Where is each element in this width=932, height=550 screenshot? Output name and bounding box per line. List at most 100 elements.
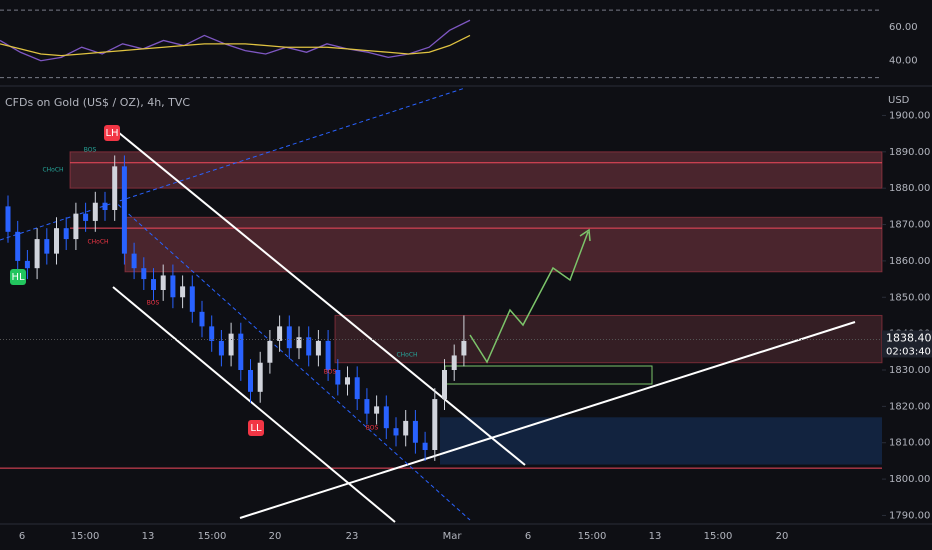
candle-body — [189, 286, 195, 312]
candle-body — [315, 340, 321, 356]
candle-body — [393, 428, 399, 436]
candle-body — [170, 275, 176, 298]
candle-body — [5, 206, 11, 232]
annotation: CHoCH — [396, 352, 417, 359]
candle-body — [15, 231, 21, 261]
x-tick-label: 15:00 — [704, 531, 733, 542]
candle-body — [335, 370, 341, 385]
candle-body — [141, 268, 147, 280]
x-tick-label: 20 — [776, 531, 789, 542]
zone — [69, 151, 883, 189]
candle-body — [306, 337, 312, 356]
candle-body — [151, 279, 156, 290]
x-tick-label: 6 — [19, 531, 25, 542]
candle-body — [325, 340, 331, 370]
candle-body — [73, 213, 79, 240]
candle-body — [83, 213, 89, 221]
trend-line — [112, 127, 526, 466]
annotation-badge — [10, 269, 26, 285]
arrow-head — [579, 228, 591, 242]
candle-body — [199, 311, 205, 327]
annotation: CHoCH — [42, 167, 63, 174]
candle-body — [403, 420, 409, 436]
candle-body — [257, 362, 263, 392]
candle-body — [209, 326, 215, 341]
x-tick-label: Mar — [443, 531, 463, 542]
y-tick-label: 1800.00 — [889, 474, 930, 485]
trend-line — [239, 321, 856, 519]
annotation: BOS — [147, 300, 160, 307]
candle-body — [296, 337, 302, 349]
candle-body — [228, 333, 234, 356]
y-tick-label: 1830.00 — [889, 365, 930, 376]
rsi-tick-label: 60.00 — [889, 22, 918, 33]
candle-body — [44, 239, 50, 254]
annotation: HL — [11, 272, 25, 283]
candle-body — [24, 260, 30, 269]
x-tick-label: 15:00 — [198, 531, 227, 542]
x-tick-label: 23 — [346, 531, 359, 542]
dashed-line — [0, 87, 466, 241]
candle-body — [267, 340, 273, 363]
candle-body — [54, 228, 59, 254]
x-tick-label: 20 — [269, 531, 282, 542]
candle-body — [121, 166, 127, 254]
candle-body — [63, 228, 69, 240]
projection-arrow — [469, 231, 589, 364]
candle-body — [34, 239, 40, 269]
candle-body — [102, 202, 108, 210]
annotation-badge — [248, 420, 264, 436]
annotation: CHoCH — [87, 239, 108, 246]
candle-body — [432, 399, 438, 450]
rsi-line — [0, 19, 471, 62]
candle-body — [364, 399, 370, 414]
annotation: LH — [105, 128, 118, 139]
candle-body — [442, 370, 447, 400]
x-tick-label: 6 — [525, 531, 531, 542]
annotation-badge — [104, 125, 120, 141]
rsi-ma-line — [0, 34, 471, 57]
y-tick-label: 1850.00 — [889, 292, 930, 303]
x-tick-label: 15:00 — [71, 531, 100, 542]
dashed-line — [112, 199, 471, 521]
annotation: BOS — [366, 425, 379, 432]
candle-body — [412, 420, 418, 443]
candle-body — [160, 275, 166, 290]
candle-body — [383, 406, 389, 429]
y-tick-label: 1880.00 — [889, 183, 930, 194]
annotation: LL — [250, 423, 262, 434]
x-tick-label: 13 — [142, 531, 155, 542]
last-price-label: 1838.40 — [886, 331, 932, 344]
candle-body — [92, 202, 98, 221]
last-price-box — [882, 330, 932, 358]
candle-body — [180, 286, 186, 298]
candle-body — [218, 340, 224, 356]
y-tick-label: 1810.00 — [889, 438, 930, 449]
y-tick-label: 1890.00 — [889, 147, 930, 158]
candle-body — [451, 355, 457, 370]
y-tick-label: 1790.00 — [889, 510, 930, 521]
candle-body — [354, 377, 360, 400]
candle-body — [112, 166, 118, 210]
y-tick-label: 1870.00 — [889, 220, 930, 231]
zone — [440, 417, 882, 465]
candle-body — [461, 340, 467, 356]
candle-body — [277, 326, 283, 341]
y-tick-label: 1860.00 — [889, 256, 930, 267]
x-tick-label: 13 — [649, 531, 662, 542]
candle-body — [422, 442, 428, 450]
y-tick-label: 1820.00 — [889, 401, 930, 412]
chart-title: CFDs on Gold (US$ / OZ), 4h, TVC — [5, 96, 190, 109]
candle-body — [238, 333, 244, 370]
annotation: BOS — [84, 147, 97, 154]
countdown: 02:03:40 — [886, 346, 931, 357]
y-tick-label: 1900.00 — [889, 110, 930, 121]
zone — [124, 216, 883, 273]
x-tick-label: 15:00 — [578, 531, 607, 542]
candle-body — [345, 377, 350, 385]
candle-body — [248, 370, 253, 392]
y-axis-label: USD — [888, 95, 910, 106]
candle-body — [131, 253, 137, 269]
